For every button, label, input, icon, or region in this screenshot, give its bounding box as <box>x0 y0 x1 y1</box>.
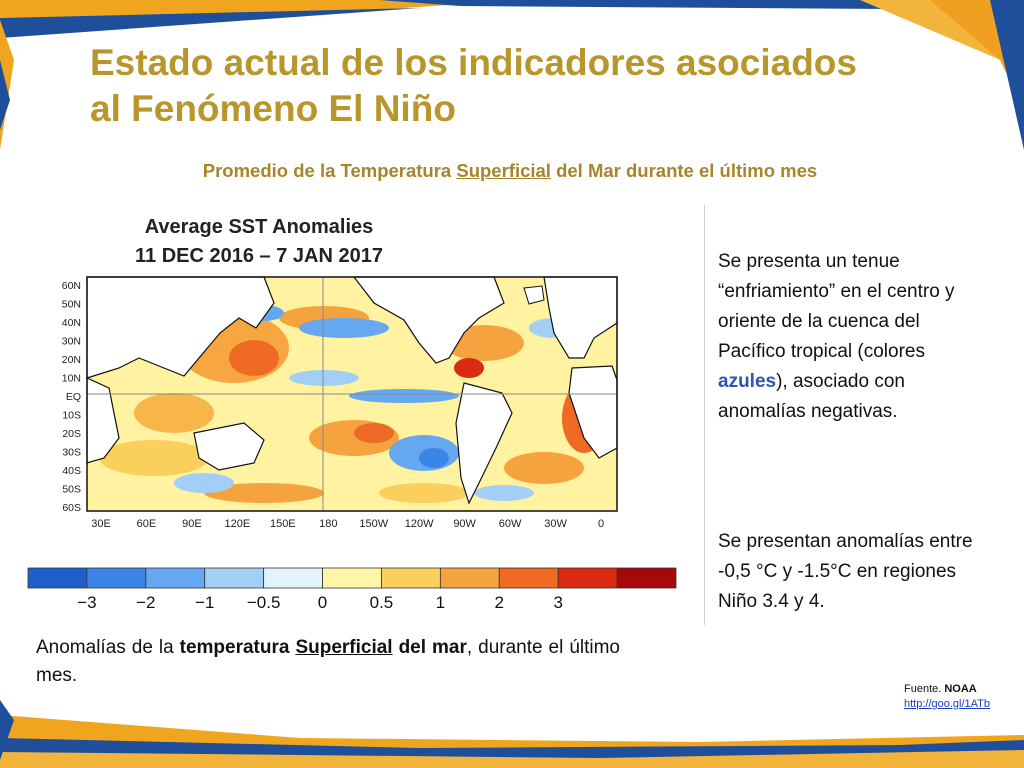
map-field <box>86 276 618 512</box>
colorbar-swatch <box>381 567 441 589</box>
colorbar-label: 2 <box>495 593 504 612</box>
lat-label: 20N <box>62 354 81 366</box>
caption-bold-1: temperatura <box>179 637 290 658</box>
map-caption: Anomalías de la temperatura Superficial … <box>36 634 620 690</box>
subtitle-part-2: del Mar durante el último mes <box>550 160 818 181</box>
lat-label: 30S <box>62 447 81 459</box>
colorbar-label: −0.5 <box>247 593 281 612</box>
lat-label: 50N <box>62 299 81 311</box>
description-paragraph-1: Se presenta un tenue “enfriamiento” en e… <box>718 247 988 427</box>
colorbar-label: 1 <box>436 593 445 612</box>
colorbar-label: 0 <box>318 593 327 612</box>
colorbar-labels: −3 −2 −1 −0.5 0 0.5 1 2 3 <box>77 593 563 612</box>
title-line-1: Estado actual de los indicadores asociad… <box>90 42 857 83</box>
caption-bold-2: del mar <box>398 637 467 658</box>
lat-label: 40N <box>62 317 81 329</box>
lon-label: 90W <box>453 518 476 530</box>
lat-label: EQ <box>66 391 81 403</box>
source-note: Fuente. NOAA http://goo.gl/1ATb <box>904 682 990 712</box>
vertical-divider <box>704 205 705 625</box>
colorbar-label: 3 <box>553 593 562 612</box>
desc1-text-a: Se presenta un tenue “enfriamiento” en e… <box>718 251 955 362</box>
lon-label: 30E <box>91 518 111 530</box>
colorbar <box>27 567 677 589</box>
source-link[interactable]: http://goo.gl/1ATb <box>904 698 991 710</box>
lon-label: 120E <box>225 518 251 530</box>
map-heading-line-2: 11 DEC 2016 – 7 JAN 2017 <box>135 245 383 267</box>
lat-label: 60N <box>62 280 81 292</box>
source-label: Fuente. <box>904 683 945 695</box>
lat-label: 30N <box>62 336 81 348</box>
caption-text-b: , durante el último mes. <box>36 637 620 686</box>
lat-label: 50S <box>62 484 81 496</box>
lat-label: 60S <box>62 502 81 514</box>
source-org: NOAA <box>944 683 977 695</box>
title-line-2: al Fenómeno El Niño <box>90 88 456 129</box>
lon-label: 60W <box>499 518 522 530</box>
description-paragraph-2: Se presentan anomalías entre -0,5 °C y -… <box>718 531 973 612</box>
colorbar-swatch <box>439 567 500 589</box>
slide-title: Estado actual de los indicadores asociad… <box>90 40 857 132</box>
colorbar-label: −3 <box>77 593 96 612</box>
longitude-labels: 30E 60E 90E 120E 150E 180 150W 120W 90W 60W 30W 0 <box>91 518 604 530</box>
colorbar-label: −2 <box>136 593 155 612</box>
colorbar-swatch <box>616 567 677 589</box>
lon-label: 150W <box>359 518 388 530</box>
caption-underlined: Superficial <box>295 637 393 658</box>
colorbar-swatch <box>498 567 559 589</box>
colorbar-swatch <box>145 567 206 589</box>
lon-label: 0 <box>598 518 604 530</box>
lon-label: 30W <box>544 518 567 530</box>
desc1-highlight: azules <box>718 371 777 392</box>
lat-label: 10S <box>62 410 81 422</box>
colorbar-swatch <box>27 567 88 589</box>
lat-label: 40S <box>62 465 81 477</box>
lon-label: 60E <box>137 518 157 530</box>
sst-map-figure: Average SST Anomalies 11 DEC 2016 – 7 JA… <box>27 216 677 612</box>
subtitle-underlined: Superficial <box>456 160 551 181</box>
subtitle-part-1: Promedio de la Temperatura <box>202 160 457 181</box>
colorbar-swatch <box>263 567 323 589</box>
latitude-labels: 60N 50N 40N 30N 20N 10N EQ 10S 20S 30S 40S 50S 60S <box>62 280 81 514</box>
lon-label: 180 <box>319 518 337 530</box>
colorbar-swatch <box>204 567 265 589</box>
colorbar-swatch <box>86 567 147 589</box>
lat-label: 10N <box>62 373 81 385</box>
lon-label: 90E <box>182 518 202 530</box>
sst-anomaly-map: Average SST Anomalies 11 DEC 2016 – 7 JA… <box>24 208 684 620</box>
colorbar-label: 0.5 <box>370 593 394 612</box>
lon-label: 120W <box>405 518 434 530</box>
lon-label: 150E <box>270 518 296 530</box>
colorbar-swatch <box>557 567 618 589</box>
colorbar-label: −1 <box>195 593 214 612</box>
slide-subtitle: Promedio de la Temperatura Superficial d… <box>0 160 1020 182</box>
lat-label: 20S <box>62 428 81 440</box>
colorbar-swatch <box>322 567 382 589</box>
map-heading-line-1: Average SST Anomalies <box>145 216 374 238</box>
desc1-text-b: ), asociado con anomalías negativas. <box>718 371 905 422</box>
caption-text-a: Anomalías de la <box>36 637 180 658</box>
